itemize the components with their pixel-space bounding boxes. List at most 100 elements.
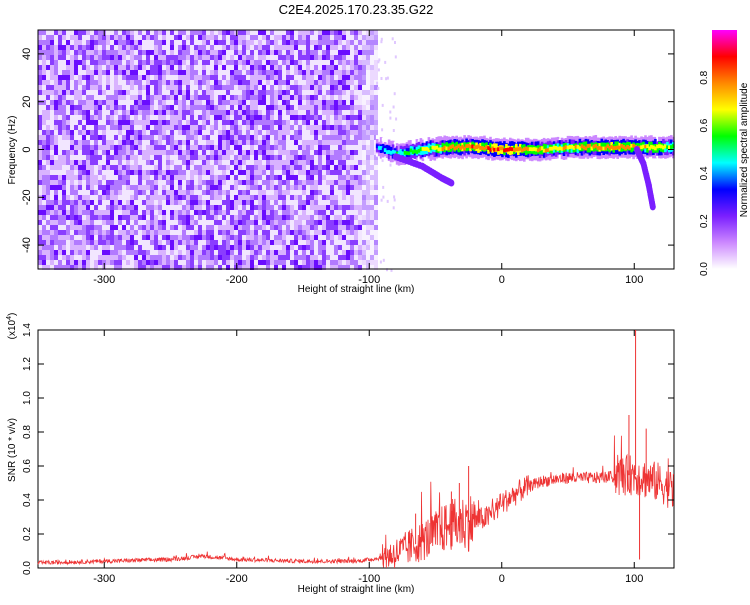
noise-cell [202,245,206,250]
noise-cell [254,185,258,190]
noise-cell [354,260,358,265]
noise-cell [226,60,230,65]
ridge-cell [550,146,554,151]
noise-cell [78,135,82,140]
noise-cell [230,135,234,140]
noise-cell [182,160,186,165]
noise-cell [306,140,310,145]
noise-cell [278,40,282,45]
noise-cell [82,255,86,260]
noise-cell [254,155,258,160]
noise-cell [318,220,322,225]
noise-cell [362,180,366,185]
noise-cell [218,30,222,35]
noise-cell [78,210,82,215]
noise-cell [142,70,146,75]
noise-cell [198,265,202,270]
noise-cell [74,80,78,85]
noise-cell [146,85,150,90]
noise-cell [190,120,194,125]
noise-cell [310,200,314,205]
noise-cell [134,120,138,125]
noise-cell [310,150,314,155]
noise-cell [50,195,54,200]
noise-cell [178,195,182,200]
noise-cell [234,150,238,155]
noise-cell [134,185,138,190]
noise-cell [314,60,318,65]
noise-cell [290,135,294,140]
noise-cell [134,100,138,105]
noise-cell [146,55,150,60]
noise-cell [294,75,298,80]
noise-cell [226,240,230,245]
noise-cell [234,135,238,140]
noise-cell [258,220,262,225]
noise-cell [322,80,326,85]
noise-cell [198,55,202,60]
noise-cell [162,80,166,85]
snr-y-multiplier-close: ) [7,313,18,316]
noise-cell [322,90,326,95]
noise-cell [58,155,62,160]
ridge-cell [445,146,448,151]
noise-cell [66,225,70,230]
noise-cell [94,115,98,120]
noise-cell [118,185,122,190]
noise-cell [362,55,366,60]
noise-cell [234,180,238,185]
noise-cell [126,210,130,215]
noise-cell [362,220,366,225]
noise-cell [142,140,146,145]
noise-cell [126,110,130,115]
noise-cell [202,130,206,135]
noise-cell [342,195,346,200]
noise-cell [58,240,62,245]
noise-cell [130,185,134,190]
noise-cell [46,55,50,60]
noise-cell [130,115,134,120]
noise-cell [310,160,314,165]
noise-cell [326,60,330,65]
noise-cell [206,80,210,85]
noise-cell [342,265,346,270]
noise-cell [174,115,178,120]
noise-cell [206,190,210,195]
noise-cell [222,185,226,190]
noise-cell [146,210,150,215]
noise-cell [150,195,154,200]
noise-cell [214,70,218,75]
noise-cell [122,265,126,270]
noise-cell [118,45,122,50]
noise-cell [126,35,130,40]
noise-cell [326,180,330,185]
noise-cell [182,215,186,220]
noise-cell [106,200,110,205]
noise-cell [62,130,66,135]
noise-cell [166,240,170,245]
noise-cell [154,130,158,135]
noise-cell [366,70,370,75]
noise-cell [282,110,286,115]
noise-cell [210,130,214,135]
noise-cell [182,260,186,265]
noise-cell [138,245,142,250]
noise-cell [362,145,366,150]
noise-cell [282,195,286,200]
noise-cell [94,195,98,200]
noise-cell [346,180,350,185]
noise-cell [270,140,274,145]
noise-cell [350,170,354,175]
noise-cell [270,130,274,135]
noise-cell [374,55,378,60]
noise-cell [174,260,178,265]
noise-cell [86,265,90,270]
noise-cell [74,140,78,145]
noise-cell [154,35,158,40]
noise-cell [346,110,350,115]
noise-cell [374,165,378,170]
noise-cell [234,235,238,240]
noise-cell [70,115,74,120]
noise-cell [54,200,58,205]
noise-cell [270,260,274,265]
